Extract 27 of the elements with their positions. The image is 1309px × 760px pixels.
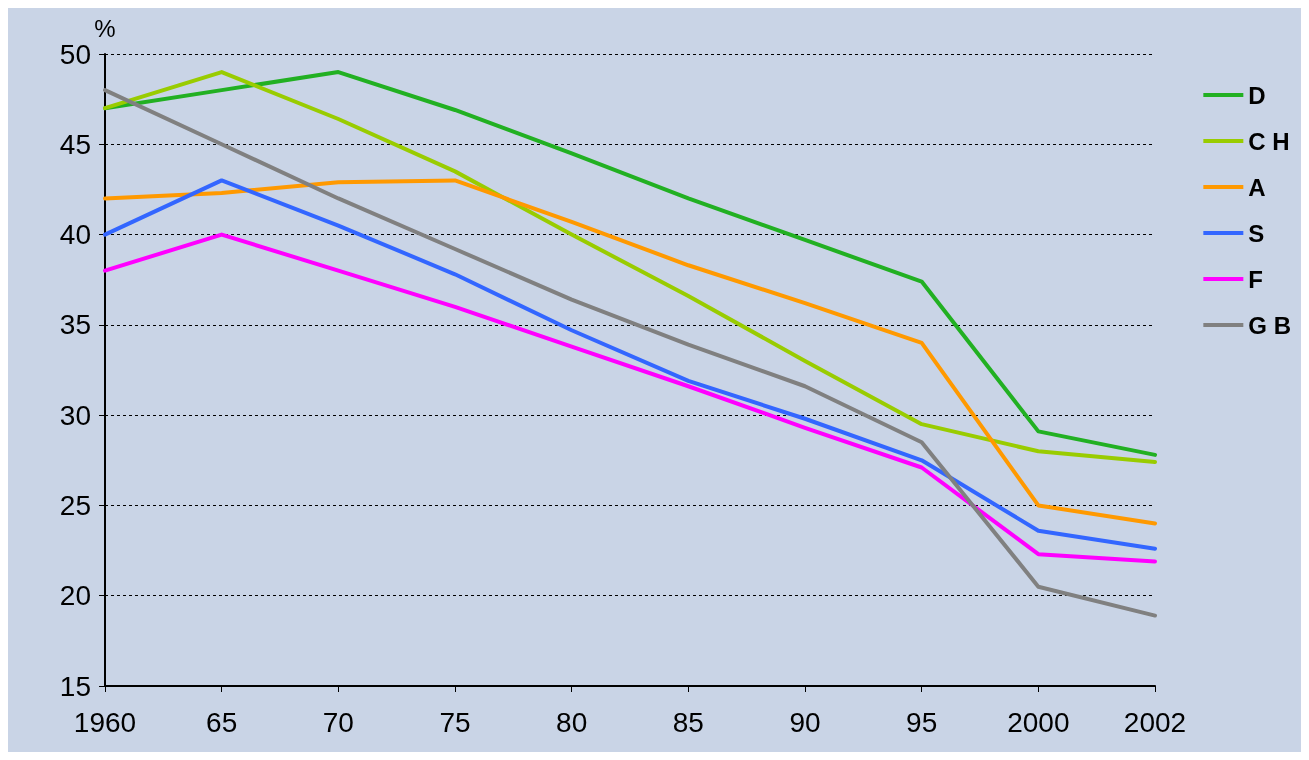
y-tick-label: 15 [59,670,91,702]
x-tick-label: 85 [672,706,704,738]
x-tick-label: 1960 [73,706,137,738]
legend-label: C H [1248,127,1290,155]
y-tick-label: 45 [59,128,91,160]
x-tick-label: 65 [206,706,238,738]
x-tick-label: 80 [556,706,588,738]
x-tick-label: 90 [789,706,821,738]
line-series [103,232,1157,564]
legend-label: G B [1248,311,1291,339]
x-tick-label: 75 [439,706,471,738]
x-tick-label: 95 [906,706,938,738]
legend-label: S [1248,219,1265,247]
y-tick-label: 25 [59,489,91,521]
legend-label: A [1248,173,1266,201]
y-tick-label: 50 [59,38,91,70]
y-tick-label: 30 [59,399,91,431]
y-tick-label: 20 [59,580,91,612]
legend-label: F [1248,265,1263,293]
legend-label: D [1248,81,1266,109]
y-tick-label: 40 [59,219,91,251]
x-tick-label: 2000 [1007,706,1070,738]
y-tick-label: 35 [59,309,91,341]
y-axis-title: % [94,14,116,42]
line-series [103,88,1157,618]
x-tick-label: 70 [322,706,354,738]
x-tick-label: 2002 [1123,706,1187,738]
